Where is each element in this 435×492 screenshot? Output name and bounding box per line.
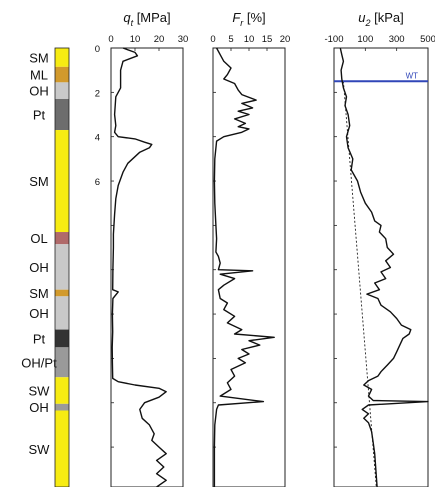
soil-layer-label: SM (29, 286, 49, 301)
soil-layer-label: ML (30, 68, 48, 83)
soil-layer-label: SW (29, 442, 51, 457)
soil-layer-2 (55, 82, 69, 99)
water-table-label: WT (406, 71, 419, 80)
fr-trace (213, 47, 275, 487)
soil-layer-8 (55, 296, 69, 330)
u2-trace (339, 47, 429, 488)
soil-layer-5 (55, 232, 69, 245)
soil-layer-11 (55, 377, 69, 404)
panel-title: Fr [%] (232, 10, 265, 28)
soil-layer-13 (55, 410, 69, 487)
x-tick-label: 30 (178, 34, 189, 45)
hydrostatic-line (342, 81, 377, 488)
soil-layer-label: Pt (33, 108, 46, 123)
soil-layer-label: OL (30, 231, 47, 246)
panel-title: u2 [kPa] (358, 10, 404, 28)
soil-layer-label: SM (29, 50, 49, 65)
panel-qt: qt [MPa] 0 10 20 30 0 2 4 6 (95, 10, 189, 488)
soil-layer-10 (55, 347, 69, 378)
x-tick-label: 10 (244, 34, 255, 45)
soil-layer-7 (55, 289, 69, 297)
panel-fr: Fr [%] 0 5 10 15 20 (210, 10, 291, 488)
soil-layer-label: OH (29, 400, 49, 415)
qt-trace (111, 47, 167, 488)
soil-layer-3 (55, 98, 69, 131)
soil-layer-4 (55, 130, 69, 233)
x-tick-label: 20 (154, 34, 165, 45)
soil-layer-label: Pt (33, 331, 46, 346)
depth-tick-label: 0 (95, 44, 100, 55)
soil-layer-label: OH (29, 306, 49, 321)
soil-layer-label: SW (29, 384, 51, 399)
panel-frame (110, 47, 184, 488)
panel-u2: u2 [kPa] -100 100 300 500 WT (324, 10, 435, 488)
x-tick-label: -100 (324, 34, 343, 45)
x-tick-label: 5 (228, 34, 233, 45)
soil-layer-6 (55, 244, 69, 290)
soil-layer-0 (55, 48, 69, 67)
x-tick-label: 0 (108, 34, 113, 45)
x-tick-label: 10 (130, 34, 141, 45)
x-tick-label: 500 (420, 34, 435, 45)
x-tick-label: 0 (210, 34, 215, 45)
soil-layer-label: OH (29, 260, 49, 275)
x-tick-label: 300 (389, 34, 405, 45)
soil-layer-label: SM (29, 174, 49, 189)
panel-title: qt [MPa] (123, 10, 170, 28)
depth-tick-label: 4 (95, 133, 100, 144)
depth-tick-label: 6 (95, 177, 100, 188)
x-tick-label: 20 (280, 34, 291, 45)
x-tick-label: 100 (357, 34, 373, 45)
soil-layer-label: OH (29, 84, 49, 99)
soil-layer-12 (55, 403, 69, 411)
soil-layer-1 (55, 66, 69, 83)
depth-tick-label: 2 (95, 88, 100, 99)
x-tick-label: 15 (262, 34, 273, 45)
soil-layer-label: OH/Pt (21, 355, 57, 370)
soil-layer-9 (55, 329, 69, 348)
